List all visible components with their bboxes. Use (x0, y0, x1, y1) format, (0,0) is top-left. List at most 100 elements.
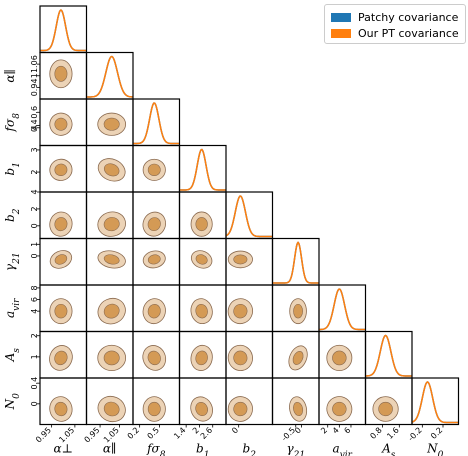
panel-6-5 (271, 284, 320, 333)
panel-5-4 (225, 237, 274, 286)
legend-item-patchy: Patchy covariance (331, 10, 458, 24)
x-tick-label-3-2: 2.6 (199, 426, 214, 441)
panel-7-5 (271, 330, 320, 379)
contour-68-4-1 (103, 217, 120, 232)
panel-2-0 (39, 98, 88, 147)
diag-curve-pt-2 (133, 102, 180, 145)
panel-frame-4-4 (225, 191, 274, 240)
contour-68-5-4 (233, 254, 248, 265)
panel-8-7 (364, 377, 413, 426)
contour-68-2-0 (54, 117, 68, 131)
y-tick-label-1-1: 1 (30, 73, 39, 78)
y-tick-label-7-0: 1 (30, 354, 39, 359)
x-axis-label-8: N0 (426, 442, 444, 456)
y-tick-label-5-1: 1 (30, 242, 39, 247)
panel-7-6 (318, 330, 367, 379)
panel-7-2 (132, 330, 181, 379)
panel-7-1 (85, 330, 134, 379)
contour-68-3-1 (103, 163, 120, 177)
contour-68-7-6 (332, 350, 347, 366)
contour-68-4-0 (54, 217, 68, 232)
panel-5-1 (85, 237, 134, 286)
panel-6-6 (318, 284, 367, 333)
y-axis-label-2: fσ8 (3, 113, 22, 133)
x-tick-label-6-0: 2 (319, 426, 329, 436)
contour-68-6-3 (195, 303, 208, 319)
x-tick-label-1-0: 0.95 (83, 426, 102, 445)
y-tick-label-6-1: 6 (30, 297, 39, 302)
y-tick-label-3-0: 2 (30, 170, 39, 175)
contour-68-7-4 (233, 350, 248, 366)
y-tick-label-6-0: 4 (30, 309, 39, 314)
diag-curve-pt-3 (179, 148, 226, 191)
contour-68-8-1 (103, 401, 120, 417)
panel-7-4 (225, 330, 274, 379)
panel-8-6 (318, 377, 367, 426)
contour-68-8-3 (195, 402, 208, 416)
panel-5-3 (178, 237, 227, 286)
contour-68-8-5 (293, 401, 304, 417)
contour-68-5-3 (195, 254, 208, 265)
y-tick-label-8-0: 0 (30, 401, 39, 406)
panel-6-3 (178, 284, 227, 333)
contour-68-6-5 (293, 303, 303, 319)
contour-68-7-1 (103, 350, 120, 366)
diag-curve-pt-1 (86, 55, 134, 98)
x-tick-label-3-0: 1.4 (172, 426, 187, 441)
legend-swatch-patchy (331, 12, 351, 22)
contour-68-6-2 (147, 303, 161, 319)
panel-3-1 (85, 144, 134, 193)
y-axis-label-1: α∥ (3, 69, 17, 83)
y-tick-label-5-0: 0 (30, 253, 39, 258)
legend-item-pt: Our PT covariance (331, 26, 459, 40)
x-axis-label-6: avir (333, 442, 353, 456)
x-axis-label-2: fσ8 (146, 442, 166, 456)
y-tick-label-7-1: 2 (30, 333, 39, 338)
contour-68-7-3 (195, 350, 208, 366)
contour-68-6-0 (54, 303, 68, 319)
panel-4-1 (85, 191, 134, 240)
panel-7-3 (178, 330, 227, 379)
diag-curve-pt-6 (318, 288, 366, 331)
x-tick-label-2-1: 0.5 (146, 426, 161, 441)
panel-6-0 (39, 284, 88, 333)
y-tick-label-3-2: 4 (30, 125, 39, 130)
diag-curve-pt-8 (411, 381, 459, 424)
contour-68-5-1 (103, 254, 120, 265)
panel-7-0 (39, 330, 88, 379)
y-tick-label-3-1: 3 (30, 147, 39, 152)
x-tick-label-7-0: 0.8 (368, 426, 383, 441)
contour-68-7-0 (54, 350, 68, 366)
panel-6-1 (85, 284, 134, 333)
x-tick-label-7-1: 1.6 (385, 426, 400, 441)
diag-curve-patchy-8 (411, 381, 459, 424)
contour-68-2-1 (103, 117, 120, 131)
panel-1-1 (85, 51, 134, 100)
contour-68-4-3 (195, 217, 208, 232)
y-tick-label-4-1: 2 (30, 206, 39, 211)
x-axis-label-3: b1 (196, 442, 209, 456)
panel-8-1 (85, 377, 134, 426)
x-axis-label-1: α∥ (103, 442, 117, 456)
contour-68-8-4 (233, 401, 248, 417)
x-tick-label-5-1: 0 (293, 426, 303, 436)
contour-68-5-2 (147, 254, 161, 265)
y-tick-label-4-0: 0 (30, 223, 39, 228)
contour-68-7-5 (292, 350, 304, 365)
panel-4-4 (225, 191, 274, 240)
x-tick-label-8-1: 0.2 (429, 426, 444, 441)
contour-68-1-0 (54, 65, 68, 82)
panel-frame-6-6 (318, 284, 367, 333)
panel-8-2 (132, 377, 181, 426)
contour-68-6-1 (103, 303, 120, 319)
x-tick-label-3-1: 2 (191, 426, 201, 436)
contour-68-4-2 (147, 217, 161, 232)
y-axis-label-3: b1 (3, 162, 22, 175)
panel-6-4 (225, 284, 274, 333)
x-tick-label-6-1: 4 (331, 426, 341, 436)
x-tick-label-6-2: 6 (342, 426, 352, 436)
panel-8-5 (271, 377, 320, 426)
y-tick-label-6-2: 8 (30, 285, 39, 290)
contour-68-8-7 (378, 401, 393, 417)
